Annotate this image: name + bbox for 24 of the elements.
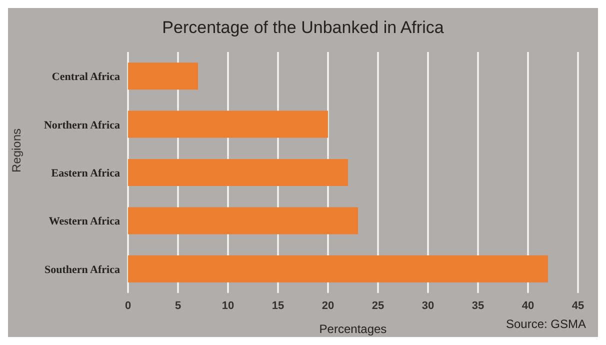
bar: [128, 207, 358, 234]
y-tick-label: Western Africa: [48, 216, 120, 228]
bar: [128, 159, 348, 186]
x-tick-label: 20: [322, 300, 334, 312]
x-tick-label: 35: [472, 300, 484, 312]
x-axis-title: Percentages: [319, 322, 387, 336]
y-tick-label: Southern Africa: [44, 264, 120, 276]
bar: [128, 62, 198, 90]
x-tick-label: 15: [272, 300, 284, 312]
chart-title: Percentage of the Unbanked in Africa: [161, 17, 445, 39]
x-tick-label: 30: [422, 300, 434, 312]
x-tick-label: 45: [572, 300, 584, 312]
bar: [128, 110, 328, 138]
y-axis-title: Regions: [9, 128, 24, 172]
y-tick-label: Northern Africa: [44, 119, 120, 132]
bar: [128, 255, 548, 282]
y-tick-label: Central Africa: [52, 71, 120, 84]
x-tick-label: 5: [174, 300, 182, 312]
x-tick-label: 10: [222, 300, 234, 312]
y-tick-label: Eastern Africa: [51, 168, 120, 180]
x-tick-label: 40: [522, 300, 534, 312]
x-tick-label: 0: [124, 300, 132, 312]
source-note: Source: GSMA: [506, 317, 586, 331]
x-tick-label: 25: [372, 300, 384, 312]
